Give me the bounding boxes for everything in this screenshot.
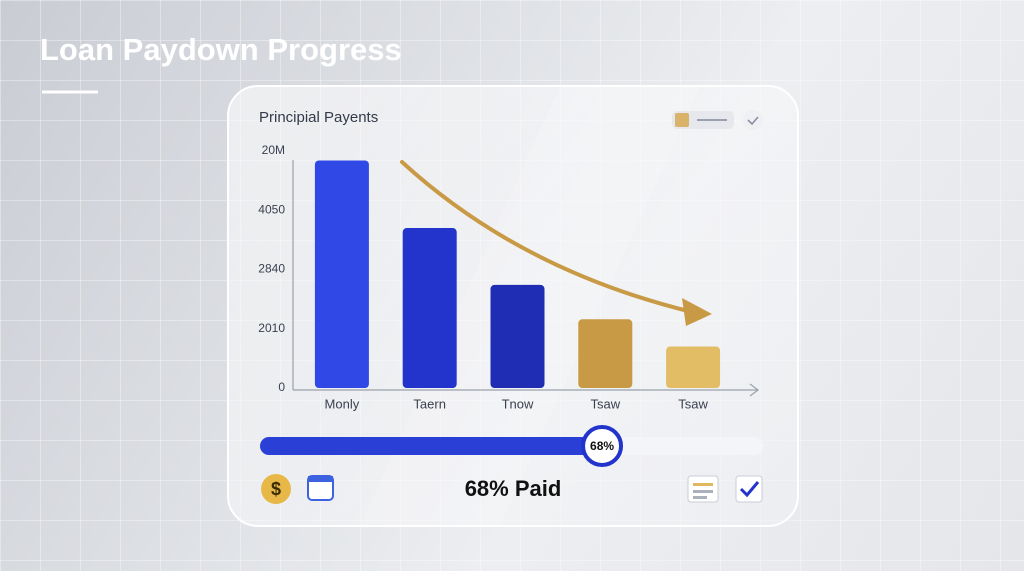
x-tick-label: Tsaw <box>590 396 620 411</box>
y-tick-label: 4050 <box>258 202 285 216</box>
bar <box>578 319 633 388</box>
progress-fill <box>260 437 603 455</box>
y-tick-label: 0 <box>278 380 285 394</box>
x-tick-label: Taern <box>413 396 446 411</box>
document-line <box>693 490 713 493</box>
document-line <box>693 483 713 486</box>
trend-arrow <box>400 160 694 314</box>
progress-caption: 68% Paid <box>465 476 562 501</box>
dollar-symbol: $ <box>271 479 281 499</box>
page-title: Loan Paydown Progress <box>40 32 402 67</box>
calendar-header <box>308 476 333 482</box>
document-icon[interactable] <box>687 475 719 503</box>
document-line <box>693 496 707 499</box>
toggle-knob <box>675 113 689 127</box>
x-tick-label: Monly <box>325 396 360 411</box>
trend-arrow-head <box>682 298 712 326</box>
y-tick-label: 20M <box>262 143 285 157</box>
check-button[interactable] <box>743 110 763 130</box>
bar <box>666 346 721 388</box>
check-mark <box>747 116 759 126</box>
bar <box>402 228 457 388</box>
checkbox-mark <box>739 481 760 498</box>
x-tick-label: Tnow <box>502 396 534 411</box>
y-tick-label: 2010 <box>258 321 285 335</box>
checkbox-icon[interactable] <box>735 475 763 503</box>
progress-knob <box>581 425 624 467</box>
dollar-icon[interactable] <box>261 474 291 504</box>
card-title: Principial Payents <box>259 109 378 126</box>
x-tick-label: Tsaw <box>678 396 708 411</box>
bar <box>490 284 545 388</box>
bar <box>314 160 369 388</box>
progress-label: 68% <box>590 439 614 453</box>
y-tick-label: 2840 <box>258 262 285 276</box>
x-axis-arrow <box>749 383 759 397</box>
